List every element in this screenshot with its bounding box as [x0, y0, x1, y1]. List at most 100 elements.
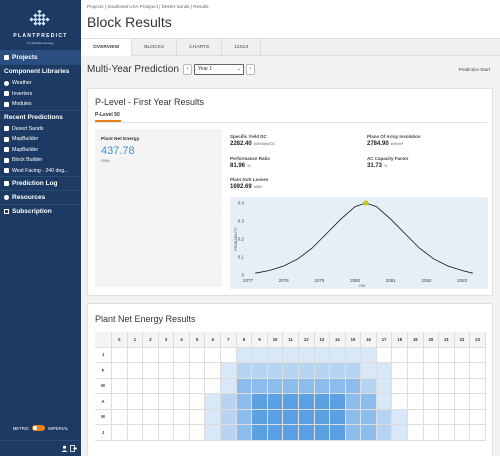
heatmap-cell[interactable]: [267, 378, 284, 394]
heatmap-cell[interactable]: [221, 347, 237, 363]
heatmap-cell[interactable]: [174, 409, 190, 425]
heatmap-cell[interactable]: [330, 347, 346, 363]
heatmap-cell[interactable]: [127, 363, 144, 379]
heatmap-cell[interactable]: [454, 363, 471, 379]
heatmap-cell[interactable]: [423, 347, 440, 363]
heatmap-cell[interactable]: [407, 425, 424, 441]
heatmap-cell[interactable]: [283, 425, 299, 441]
tab-charts[interactable]: CHARTS: [177, 39, 223, 55]
heatmap-cell[interactable]: [236, 378, 253, 394]
heatmap-cell[interactable]: [330, 378, 346, 394]
sidebar-item-recent[interactable]: MapBuilder: [0, 145, 81, 156]
heatmap-cell[interactable]: [174, 378, 190, 394]
heatmap-cell[interactable]: [174, 363, 190, 379]
heatmap-cell[interactable]: [392, 409, 408, 425]
heatmap-cell[interactable]: [314, 347, 331, 363]
heatmap-cell[interactable]: [112, 378, 128, 394]
heatmap-cell[interactable]: [454, 378, 471, 394]
heatmap-cell[interactable]: [423, 425, 440, 441]
heatmap-cell[interactable]: [221, 378, 237, 394]
heatmap-cell[interactable]: [143, 425, 159, 441]
heatmap-cell[interactable]: [439, 425, 455, 441]
heatmap-cell[interactable]: [236, 394, 253, 410]
sidebar-item-inverters[interactable]: Inverters: [0, 89, 81, 100]
heatmap-cell[interactable]: [345, 378, 362, 394]
heatmap-cell[interactable]: [454, 409, 471, 425]
heatmap-cell[interactable]: [221, 363, 237, 379]
heatmap-cell[interactable]: [205, 363, 222, 379]
heatmap-cell[interactable]: [392, 363, 408, 379]
heatmap-cell[interactable]: [283, 409, 299, 425]
heatmap-cell[interactable]: [454, 425, 471, 441]
heatmap-cell[interactable]: [314, 409, 331, 425]
heatmap-cell[interactable]: [252, 378, 268, 394]
heatmap-cell[interactable]: [236, 363, 253, 379]
heatmap-cell[interactable]: [423, 409, 440, 425]
heatmap-cell[interactable]: [189, 425, 206, 441]
heatmap-cell[interactable]: [361, 394, 377, 410]
heatmap-cell[interactable]: [392, 425, 408, 441]
heatmap-cell[interactable]: [439, 394, 455, 410]
heatmap-cell[interactable]: [470, 363, 486, 379]
tab-overview[interactable]: OVERVIEW: [81, 39, 133, 56]
heatmap-cell[interactable]: [298, 409, 315, 425]
heatmap-cell[interactable]: [221, 394, 237, 410]
heatmap-cell[interactable]: [407, 363, 424, 379]
heatmap-cell[interactable]: [143, 378, 159, 394]
heatmap-cell[interactable]: [127, 378, 144, 394]
heatmap-cell[interactable]: [143, 409, 159, 425]
heatmap-cell[interactable]: [330, 394, 346, 410]
heatmap-cell[interactable]: [345, 347, 362, 363]
sidebar-item-weather[interactable]: Weather: [0, 78, 81, 89]
heatmap-cell[interactable]: [127, 425, 144, 441]
heatmap-cell[interactable]: [112, 409, 128, 425]
heatmap-cell[interactable]: [283, 363, 299, 379]
sidebar-item-prediction-log[interactable]: Prediction Log: [0, 176, 81, 190]
heatmap-cell[interactable]: [361, 363, 377, 379]
heatmap-cell[interactable]: [376, 409, 393, 425]
heatmap-cell[interactable]: [298, 378, 315, 394]
heatmap-cell[interactable]: [376, 363, 393, 379]
heatmap-cell[interactable]: [143, 363, 159, 379]
heatmap-cell[interactable]: [407, 409, 424, 425]
sidebar-item-recent[interactable]: Block Builder: [0, 155, 81, 166]
heatmap-cell[interactable]: [470, 409, 486, 425]
heatmap-cell[interactable]: [392, 378, 408, 394]
heatmap-cell[interactable]: [189, 394, 206, 410]
heatmap-cell[interactable]: [174, 347, 190, 363]
heatmap-cell[interactable]: [470, 425, 486, 441]
heatmap-cell[interactable]: [205, 347, 222, 363]
heatmap-cell[interactable]: [361, 378, 377, 394]
heatmap-cell[interactable]: [314, 425, 331, 441]
heatmap-cell[interactable]: [252, 394, 268, 410]
heatmap-cell[interactable]: [470, 378, 486, 394]
sidebar-item-recent[interactable]: MapBuilder: [0, 134, 81, 145]
sidebar-item-recent[interactable]: Desert Sands: [0, 124, 81, 135]
heatmap-cell[interactable]: [112, 363, 128, 379]
heatmap-cell[interactable]: [376, 347, 393, 363]
heatmap-cell[interactable]: [423, 378, 440, 394]
heatmap-cell[interactable]: [189, 409, 206, 425]
heatmap-cell[interactable]: [392, 394, 408, 410]
heatmap-cell[interactable]: [283, 394, 299, 410]
heatmap-cell[interactable]: [345, 409, 362, 425]
heatmap-cell[interactable]: [158, 347, 175, 363]
heatmap-cell[interactable]: [376, 378, 393, 394]
heatmap-cell[interactable]: [330, 425, 346, 441]
heatmap-cell[interactable]: [361, 425, 377, 441]
heatmap-cell[interactable]: [221, 409, 237, 425]
sidebar-item-resources[interactable]: Resources: [0, 190, 81, 204]
heatmap-cell[interactable]: [112, 347, 128, 363]
heatmap-cell[interactable]: [314, 394, 331, 410]
plevel-tab[interactable]: P-Level 50: [95, 112, 120, 118]
heatmap-cell[interactable]: [376, 394, 393, 410]
next-year-button[interactable]: ›: [245, 63, 255, 75]
heatmap-cell[interactable]: [267, 394, 284, 410]
heatmap-cell[interactable]: [205, 394, 222, 410]
tab-12x24[interactable]: 12X24: [222, 39, 262, 55]
heatmap-cell[interactable]: [330, 363, 346, 379]
heatmap-cell[interactable]: [112, 425, 128, 441]
heatmap-cell[interactable]: [361, 347, 377, 363]
heatmap-cell[interactable]: [252, 409, 268, 425]
heatmap-cell[interactable]: [112, 394, 128, 410]
